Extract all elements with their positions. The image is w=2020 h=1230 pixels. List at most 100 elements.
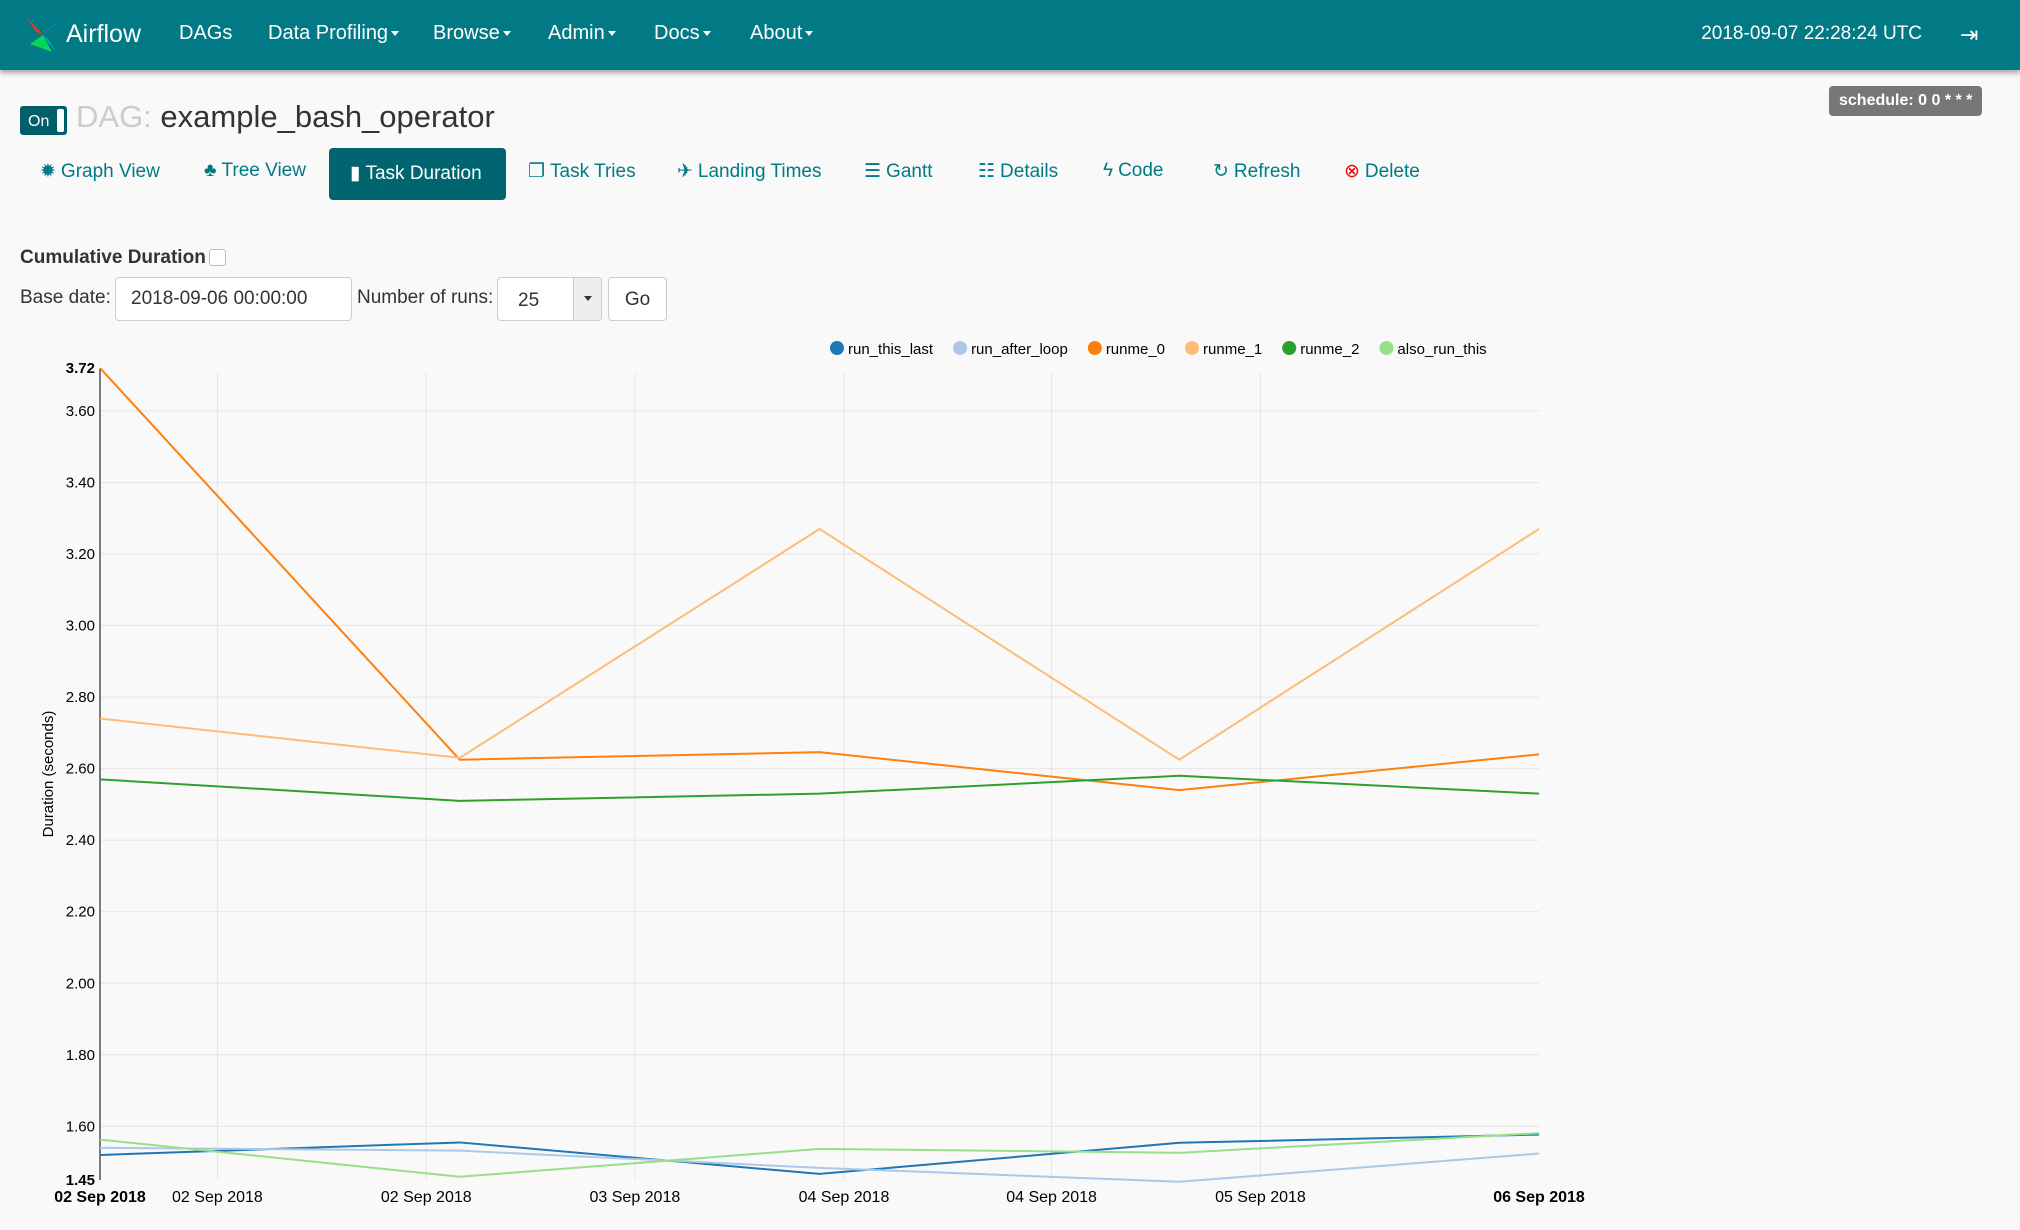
go-button[interactable]: Go [608,277,667,321]
cumulative-checkbox[interactable] [209,249,226,266]
page-title: DAG: example_bash_operator [76,99,495,135]
dag-name: example_bash_operator [160,99,495,134]
files-icon: ❐ [528,161,546,182]
series-line-runme_1 [99,527,1540,761]
y-tick-label: 2.20 [66,904,95,921]
bar-chart-icon: ▮ [350,163,361,184]
tab-label: Graph View [60,161,160,182]
flash-icon: ϟ [1103,160,1114,181]
x-tick-label: 05 Sep 2018 [1215,1189,1306,1206]
nav-data-profiling[interactable]: Data Profiling [268,22,400,45]
x-tick-label: 02 Sep 2018 [54,1189,146,1206]
legend-item-runme_1: runme_1 [1203,341,1262,358]
legend-item-also_run_this: also_run_this [1397,341,1486,358]
legend-marker [1282,341,1297,355]
x-tick-label: 06 Sep 2018 [1493,1189,1585,1206]
y-tick-label: 2.80 [66,689,95,706]
legend-item-run_this_last: run_this_last [848,341,934,358]
dropdown-arrow-icon [573,278,601,320]
tree-icon: ♣ [204,160,217,181]
graph-icon: ✹ [40,161,56,182]
cumulative-label: Cumulative Duration [20,247,206,268]
runs-value: 25 [518,290,540,311]
nav-docs[interactable]: Docs [654,22,711,45]
refresh-icon: ↻ [1213,161,1229,182]
tab-task-tries[interactable]: ❐ Task Tries [528,160,636,183]
sign-out-icon[interactable]: ⇥ [1960,22,1979,47]
base-date-label: Base date: [20,287,111,308]
tab-label: Tree View [221,160,306,181]
tab-label: Task Duration [365,163,482,184]
tab-label: Gantt [886,161,933,182]
y-tick-label: 1.80 [66,1047,95,1064]
series-line-runme_2 [99,774,1540,802]
y-tick-label: 3.00 [66,618,95,635]
tab-landing-times[interactable]: ✈ Landing Times [677,160,822,183]
brand[interactable]: Airflow [66,20,142,48]
caret-down-icon [607,31,616,37]
y-tick-label: 2.40 [66,832,95,849]
tab-refresh[interactable]: ↻ Refresh [1213,160,1300,183]
delete-circle-icon: ⊗ [1344,161,1360,182]
legend-item-run_after_loop: run_after_loop [971,341,1068,358]
tab-gantt[interactable]: ☰ Gantt [864,160,933,183]
caret-down-icon [805,31,814,37]
nav-label: Docs [654,22,700,44]
nav-browse[interactable]: Browse [433,22,511,45]
caret-down-icon [391,31,400,37]
gantt-icon: ☰ [864,161,882,182]
dag-toggle[interactable]: On [20,106,67,135]
x-tick-label: 02 Sep 2018 [172,1189,263,1206]
x-tick-label: 04 Sep 2018 [1006,1189,1097,1206]
tab-label: Delete [1364,161,1420,182]
x-tick-label: 02 Sep 2018 [381,1189,472,1206]
tab-details[interactable]: ☷ Details [978,160,1058,183]
tab-delete[interactable]: ⊗ Delete [1344,160,1420,183]
runs-select[interactable]: 25 [497,277,602,321]
dag-prefix: DAG: [76,99,152,134]
y-axis-label: Duration (seconds) [40,711,57,838]
y-tick-label: 3.20 [66,546,95,563]
y-tick-label: 1.45 [66,1172,95,1189]
list-icon: ☷ [978,161,996,182]
tab-label: Details [1000,161,1059,182]
y-tick-label: 1.60 [66,1118,95,1135]
nav-dags[interactable]: DAGs [179,22,232,45]
x-tick-label: 04 Sep 2018 [799,1189,890,1206]
legend-marker [1087,341,1102,355]
airflow-logo-icon[interactable] [22,14,64,56]
series-line-runme_0 [99,367,1540,792]
legend-marker [1379,341,1394,355]
y-tick-label: 3.60 [66,403,95,420]
caret-down-icon [702,31,711,37]
legend-item-runme_0: runme_0 [1106,341,1165,358]
tab-tree-view[interactable]: ♣ Tree View [204,160,306,182]
base-date-input[interactable] [115,277,352,321]
tab-label: Landing Times [697,161,822,182]
nav-admin[interactable]: Admin [548,22,616,45]
legend-marker [953,341,968,355]
legend-marker [830,341,844,355]
tab-label: Refresh [1233,161,1301,182]
schedule-badge: schedule: 0 0 * * * [1829,86,1983,116]
tab-label: Code [1118,160,1164,181]
nav-label: Admin [548,22,605,44]
series-line-run_after_loop [99,1146,1540,1183]
x-tick-label: 03 Sep 2018 [590,1189,681,1206]
nav-label: Browse [433,22,500,44]
tab-task-duration[interactable]: ▮ Task Duration [329,148,506,200]
task-duration-chart: 3.72 3.60 3.40 3.20 3.00 2.80 2.60 2.40 2.20 2.00… [40,341,1585,1206]
nav-about[interactable]: About [750,22,814,45]
y-tick-label: 2.00 [66,975,95,992]
tab-graph-view[interactable]: ✹ Graph View [40,160,160,183]
y-tick-label: 3.40 [66,474,95,491]
tab-label: Task Tries [550,161,636,182]
runs-label: Number of runs: [357,287,494,308]
legend-marker [1185,341,1200,355]
caret-down-icon [502,31,511,37]
y-tick-label: 2.60 [66,761,95,778]
y-tick-label: 3.72 [66,360,95,377]
tab-code[interactable]: ϟ Code [1103,160,1163,182]
legend-item-runme_2: runme_2 [1300,341,1359,358]
navbar: Airflow DAGs Data Profiling Browse Admin… [0,0,2020,70]
